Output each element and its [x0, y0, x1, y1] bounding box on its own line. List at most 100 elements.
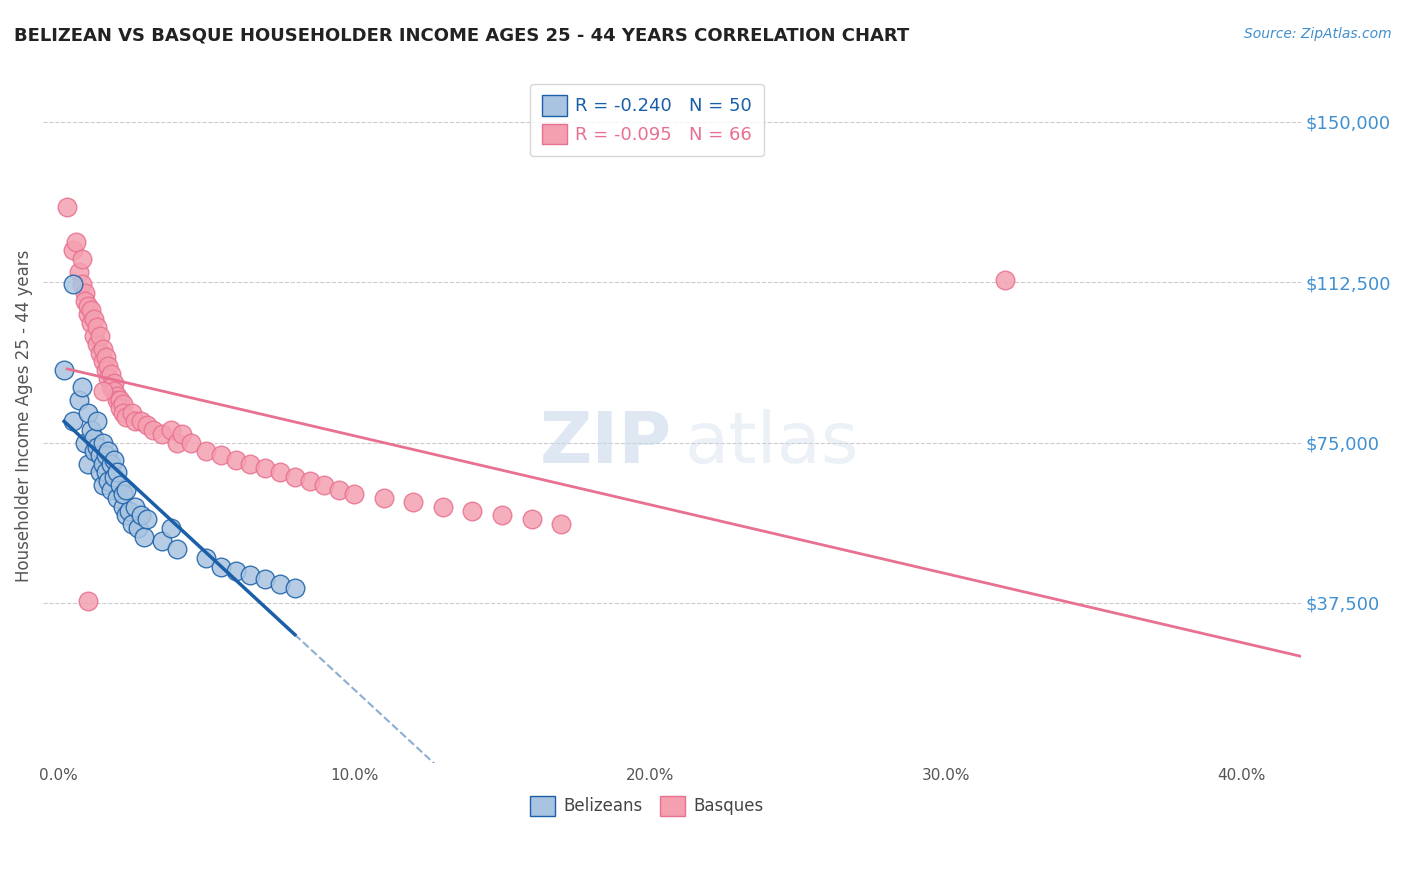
Point [105, 491, 128, 505]
Point [159, 423, 181, 437]
Point [70, 380, 93, 394]
Point [91, 354, 114, 368]
Point [103, 376, 125, 390]
Point [83, 431, 105, 445]
Point [100, 367, 122, 381]
Point [67, 392, 90, 407]
Legend: Belizeans, Basques: Belizeans, Basques [522, 788, 772, 824]
Point [70, 277, 93, 292]
Point [86, 337, 108, 351]
Point [76, 406, 98, 420]
Point [550, 516, 572, 531]
Point [94, 466, 117, 480]
Point [105, 392, 128, 407]
Point [91, 342, 114, 356]
Point [254, 572, 277, 586]
Point [76, 593, 98, 607]
Point [343, 487, 366, 501]
Point [239, 457, 262, 471]
Point [284, 581, 307, 595]
Point [53, 363, 76, 377]
Point [127, 521, 149, 535]
Point [121, 516, 143, 531]
Point [80, 316, 103, 330]
Point [328, 483, 350, 497]
Point [97, 359, 120, 373]
Point [195, 551, 218, 566]
Point [91, 457, 114, 471]
Point [70, 252, 93, 266]
Text: atlas: atlas [685, 409, 859, 478]
Point [76, 299, 98, 313]
Point [97, 474, 120, 488]
Point [269, 576, 291, 591]
Point [110, 392, 132, 407]
Point [118, 504, 141, 518]
Point [115, 409, 138, 424]
Point [110, 401, 132, 416]
Point [314, 478, 336, 492]
Point [97, 444, 120, 458]
Point [73, 285, 96, 300]
Point [166, 542, 188, 557]
Point [115, 483, 138, 497]
Point [136, 418, 159, 433]
Point [89, 466, 111, 480]
Point [112, 500, 135, 514]
Text: BELIZEAN VS BASQUE HOUSEHOLDER INCOME AGES 25 - 44 YEARS CORRELATION CHART: BELIZEAN VS BASQUE HOUSEHOLDER INCOME AG… [14, 27, 910, 45]
Point [103, 452, 125, 467]
Point [94, 448, 117, 462]
Point [112, 487, 135, 501]
Point [76, 307, 98, 321]
Point [86, 414, 108, 428]
Point [91, 384, 114, 399]
Point [94, 363, 117, 377]
Point [91, 478, 114, 492]
Point [91, 435, 114, 450]
Point [62, 277, 84, 292]
Point [67, 264, 90, 278]
Point [520, 512, 543, 526]
Point [132, 530, 155, 544]
Point [150, 427, 173, 442]
Point [225, 564, 247, 578]
Point [65, 235, 87, 249]
Point [89, 448, 111, 462]
Y-axis label: Householder Income Ages 25 - 44 years: Householder Income Ages 25 - 44 years [15, 250, 32, 582]
Point [129, 414, 152, 428]
Point [103, 384, 125, 399]
Point [129, 508, 152, 523]
Point [112, 397, 135, 411]
Point [73, 294, 96, 309]
Point [239, 568, 262, 582]
Point [103, 469, 125, 483]
Point [124, 414, 146, 428]
Point [115, 508, 138, 523]
Text: ZIP: ZIP [540, 409, 672, 478]
Point [166, 435, 188, 450]
Point [142, 423, 165, 437]
Point [209, 559, 232, 574]
Point [172, 427, 194, 442]
Point [461, 504, 484, 518]
Point [136, 512, 159, 526]
Point [94, 350, 117, 364]
Point [62, 414, 84, 428]
Point [491, 508, 513, 523]
Point [105, 466, 128, 480]
Point [83, 328, 105, 343]
Point [89, 328, 111, 343]
Point [269, 466, 291, 480]
Point [159, 521, 181, 535]
Text: Source: ZipAtlas.com: Source: ZipAtlas.com [1244, 27, 1392, 41]
Point [254, 461, 277, 475]
Point [100, 380, 122, 394]
Point [209, 448, 232, 462]
Point [86, 320, 108, 334]
Point [62, 243, 84, 257]
Point [105, 388, 128, 402]
Point [110, 478, 132, 492]
Point [124, 500, 146, 514]
Point [86, 440, 108, 454]
Point [373, 491, 395, 505]
